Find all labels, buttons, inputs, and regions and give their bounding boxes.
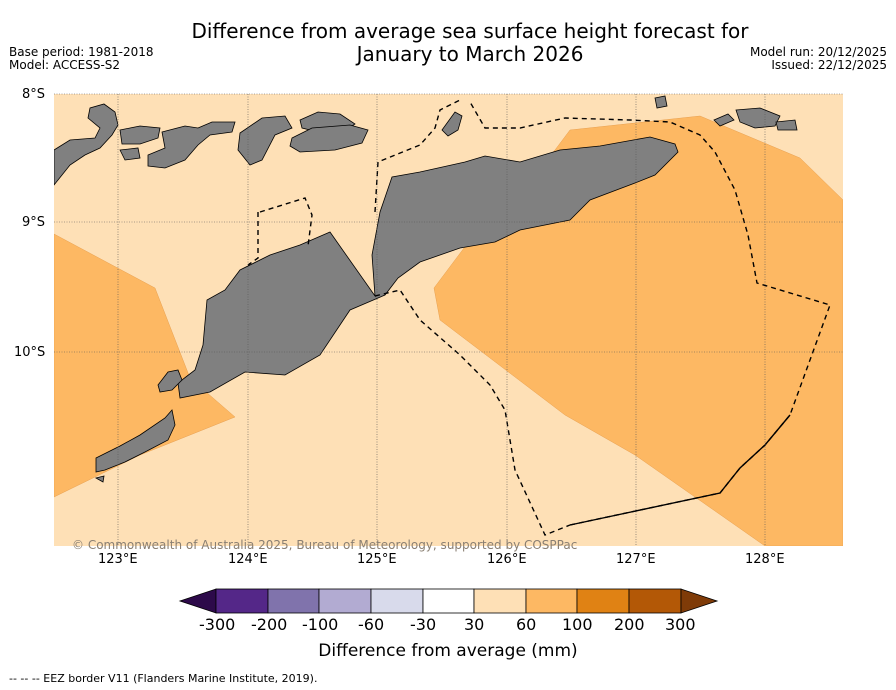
colorbar-bin-2 (267, 588, 320, 614)
lat-label-10s: 10°S (14, 345, 46, 360)
small-island-east-3 (713, 113, 735, 127)
eez-border (247, 99, 831, 536)
eez-border-east (569, 414, 791, 526)
lon-label-125e: 125°E (357, 552, 397, 567)
colorbar-tick: -300 (199, 615, 236, 634)
eez-footnote: -- -- -- EEZ border V11 (Flanders Marine… (9, 672, 318, 685)
atauro-island (441, 111, 463, 137)
colorbar-bin-8 (576, 588, 630, 614)
colorbar-tick: -100 (302, 615, 339, 634)
gridlines (54, 93, 843, 546)
chart-title: Difference from average sea surface heig… (150, 20, 790, 66)
colorbar-tick: -30 (410, 615, 437, 634)
colorbar-tick: -200 (251, 615, 288, 634)
colorbar-bin-5 (422, 588, 475, 614)
lon-label-128e: 128°E (745, 552, 785, 567)
solor-island (119, 147, 141, 161)
lon-label-124e: 124°E (228, 552, 268, 567)
lon-label-127e: 127°E (616, 552, 656, 567)
colorbar-extend-low (178, 588, 217, 614)
pantar-island (237, 115, 293, 166)
colorbar-bin-1 (215, 588, 269, 614)
colorbar-bin-4 (370, 588, 424, 614)
colorbar-extend-high (680, 588, 719, 614)
colorbar-bin-9 (628, 588, 682, 614)
colorbar-bin-3 (318, 588, 372, 614)
land-masses (54, 95, 798, 483)
title-line-2: January to March 2026 (356, 42, 584, 66)
colorbar (178, 588, 719, 614)
rote-island (95, 409, 176, 473)
model-name: Model: ACCESS-S2 (9, 58, 121, 72)
ndana-island (94, 475, 105, 483)
colorbar-tick: 100 (562, 615, 593, 634)
colorbar-bin-7 (525, 588, 578, 614)
meta-left: Base period: 1981-2018 Model: ACCESS-S2 (9, 46, 154, 72)
base-period: Base period: 1981-2018 (9, 45, 154, 59)
wetar-island (289, 124, 369, 153)
colorbar-tick: 30 (464, 615, 485, 634)
small-island-north (654, 95, 668, 109)
anomaly-zone-west (54, 233, 236, 498)
lon-label-126e: 126°E (487, 552, 527, 567)
model-run: Model run: 20/12/2025 (749, 45, 887, 59)
lat-label-9s: 9°S (22, 215, 46, 230)
semau-island (157, 369, 183, 393)
colorbar-tick: 300 (665, 615, 696, 634)
issued-date: Issued: 22/12/2025 (771, 58, 887, 72)
adonara-island (119, 125, 161, 145)
colorbar-tick: -60 (358, 615, 385, 634)
colorbar-tick: 200 (614, 615, 645, 634)
timor-island (177, 136, 679, 399)
small-island-east-1 (735, 107, 781, 129)
colorbar-bin-6 (473, 588, 527, 614)
colorbar-tick: 60 (516, 615, 537, 634)
meta-right: Model run: 20/12/2025 Issued: 22/12/2025 (750, 46, 887, 72)
lembata-island (147, 121, 236, 169)
title-line-1: Difference from average sea surface heig… (191, 19, 749, 43)
small-island-east-2 (775, 119, 798, 131)
lon-label-123e: 123°E (98, 552, 138, 567)
flores-east (54, 103, 119, 186)
colorbar-title: Difference from average (mm) (318, 641, 578, 661)
lat-label-8s: 8°S (22, 87, 46, 102)
copyright-notice: © Commonwealth of Australia 2025, Bureau… (72, 538, 578, 552)
